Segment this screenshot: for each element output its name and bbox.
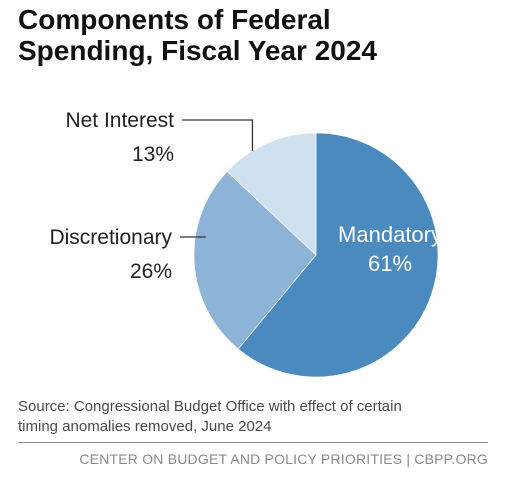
source-note: Source: Congressional Budget Office with… xyxy=(18,397,488,437)
leader-line-net-interest xyxy=(182,119,254,151)
pie-chart: Mandatory 61% Discretionary 26% Net Interest… xyxy=(49,109,442,378)
source-line-2: timing anomalies removed, June 2024 xyxy=(18,418,272,435)
chart-title-line-1: Components of Federal xyxy=(18,4,331,35)
chart-title: Components of Federal Spending, Fiscal Y… xyxy=(18,4,498,66)
slice-label-net-interest: Net Interest xyxy=(65,109,174,132)
footer-credit: CENTER ON BUDGET AND POLICY PRIORITIES |… xyxy=(79,451,488,467)
footer-divider xyxy=(18,442,488,443)
slice-value-net-interest: 13% xyxy=(132,143,174,166)
pie-slice-net-interest xyxy=(226,132,317,256)
slice-value-mandatory: 61% xyxy=(368,251,412,276)
source-line-1: Source: Congressional Budget Office with… xyxy=(18,398,402,415)
slice-label-mandatory: Mandatory xyxy=(338,222,442,247)
pie-slice-discretionary xyxy=(193,171,317,350)
slice-value-discretionary: 26% xyxy=(130,260,172,283)
slice-label-discretionary: Discretionary xyxy=(49,226,172,249)
pie-slice-mandatory xyxy=(237,132,439,378)
chart-title-line-2: Spending, Fiscal Year 2024 xyxy=(18,35,377,66)
